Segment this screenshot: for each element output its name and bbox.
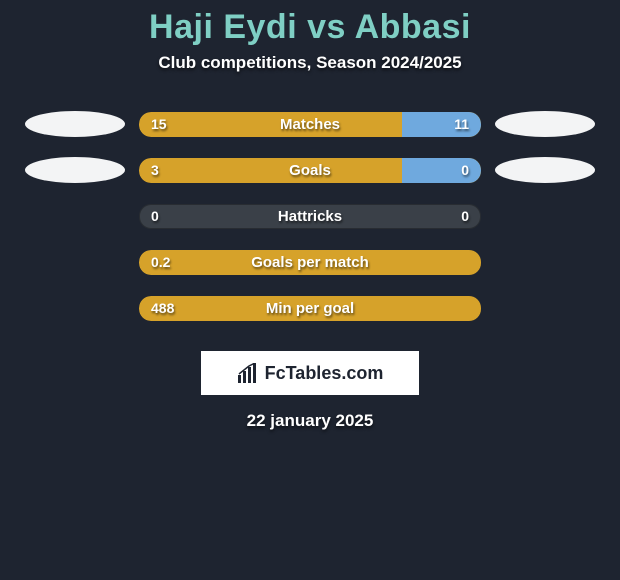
brand-badge: FcTables.com bbox=[201, 351, 419, 395]
stat-value-left: 488 bbox=[151, 296, 174, 321]
stat-bar-track: 0 Hattricks 0 bbox=[139, 204, 481, 229]
stat-bar-track: 15 Matches 11 bbox=[139, 112, 481, 137]
player-indicator-right bbox=[495, 111, 595, 137]
stat-bar-right-fill bbox=[402, 112, 481, 137]
date-text: 22 january 2025 bbox=[0, 411, 620, 431]
player-indicator-left bbox=[25, 111, 125, 137]
stat-row: 15 Matches 11 bbox=[0, 101, 620, 147]
stat-row: 3 Goals 0 bbox=[0, 147, 620, 193]
stat-row: 488 Min per goal bbox=[0, 285, 620, 331]
stat-value-left: 0.2 bbox=[151, 250, 170, 275]
stat-label: Min per goal bbox=[266, 296, 354, 321]
page-title: Haji Eydi vs Abbasi bbox=[0, 0, 620, 47]
stat-bar-track: 488 Min per goal bbox=[139, 296, 481, 321]
stat-label: Goals bbox=[289, 158, 331, 183]
stat-value-right: 0 bbox=[461, 158, 469, 183]
stat-value-right: 0 bbox=[461, 204, 469, 229]
stat-value-left: 0 bbox=[151, 204, 159, 229]
stat-row: 0.2 Goals per match bbox=[0, 239, 620, 285]
player-indicator-left bbox=[25, 203, 125, 229]
player-indicator-left bbox=[25, 249, 125, 275]
subtitle: Club competitions, Season 2024/2025 bbox=[0, 53, 620, 73]
stat-bar-track: 0.2 Goals per match bbox=[139, 250, 481, 275]
player-indicator-right bbox=[495, 295, 595, 321]
stat-value-left: 3 bbox=[151, 158, 159, 183]
player-indicator-left bbox=[25, 295, 125, 321]
stat-label: Matches bbox=[280, 112, 340, 137]
stat-bar-track: 3 Goals 0 bbox=[139, 158, 481, 183]
chart-icon bbox=[237, 363, 259, 383]
stat-label: Hattricks bbox=[278, 204, 342, 229]
player-indicator-left bbox=[25, 157, 125, 183]
stat-value-left: 15 bbox=[151, 112, 167, 137]
comparison-chart: 15 Matches 11 3 Goals 0 0 Hattricks 0 0.2 Goals pe… bbox=[0, 101, 620, 331]
stat-row: 0 Hattricks 0 bbox=[0, 193, 620, 239]
stat-bar-right-fill bbox=[402, 158, 481, 183]
player-indicator-right bbox=[495, 203, 595, 229]
brand-text: FcTables.com bbox=[265, 363, 384, 384]
player-indicator-right bbox=[495, 157, 595, 183]
stat-value-right: 11 bbox=[454, 112, 469, 137]
stat-label: Goals per match bbox=[251, 250, 369, 275]
player-indicator-right bbox=[495, 249, 595, 275]
